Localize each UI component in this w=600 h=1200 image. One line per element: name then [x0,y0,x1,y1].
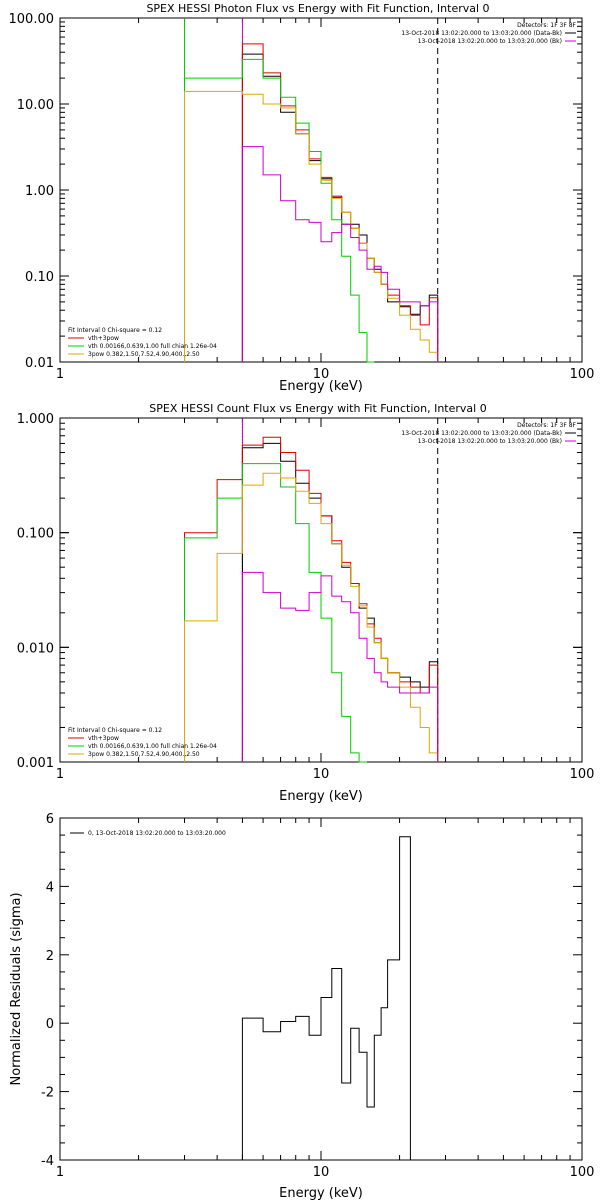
legend-left-entry: Fit Interval 0 Chi-square = 0.12 [68,327,162,334]
x-tick-label: 100 [570,1165,595,1180]
y-tick-label: 0.10 [25,270,54,285]
y-tick-label: -4 [41,1154,54,1169]
legend-left-entry: vth+3pow [88,735,119,742]
count-flux-title: SPEX HESSI Count Flux vs Energy with Fit… [149,402,486,415]
y-tick-label: 1.000 [17,412,54,427]
legend-right-entry: Detectors: 1F 3F 8F [517,22,576,29]
legend-left-entry: vth+3pow [88,335,119,342]
x-tick-label: 100 [570,767,595,782]
photon-flux-title: SPEX HESSI Photon Flux vs Energy with Fi… [146,2,489,15]
series-bk [241,146,439,362]
legend-entry: 0, 13-Oct-2018 13:02:20.000 to 13:03:20.… [88,830,226,837]
count-flux-panel: SPEX HESSI Count Flux vs Energy with Fit… [17,402,595,804]
series-bk [241,571,439,762]
legend-left-entry: Fit Interval 0 Chi-square = 0.12 [68,727,162,734]
residuals-panel: Energy (keV) Normalized Residuals (sigma… [9,812,594,1200]
y-tick-label: 10.00 [17,98,54,113]
y-tick-label: 100.00 [9,12,55,27]
y-tick-label: 1.00 [25,184,54,199]
series-3pow [184,472,439,762]
legend-right-entry: 13-Oct-2018 13:02:20.000 to 13:03:20.000… [401,30,562,37]
legend-left-entry: 3pow 0.382,1.50,7.52,4.90,400.,2.50 [88,351,200,358]
photon-flux-panel: SPEX HESSI Photon Flux vs Energy with Fi… [9,2,595,394]
legend-left-entry: 3pow 0.382,1.50,7.52,4.90,400.,2.50 [88,751,200,758]
y-tick-label: 0.100 [17,527,54,542]
count-flux-xlabel: Energy (keV) [279,789,363,804]
y-tick-label: 0.01 [25,356,54,371]
x-tick-label: 10 [313,367,330,382]
x-tick-label: 1 [56,767,64,782]
legend-right-entry: 13-Oct-2018 13:02:20.000 to 13:03:20.000… [418,438,562,445]
legend-right-entry: 13-Oct-2018 13:02:20.000 to 13:03:20.000… [418,38,562,45]
x-tick-label: 100 [570,367,595,382]
series-vth [184,463,367,763]
series-3pow [184,90,439,362]
y-tick-label: 0.010 [17,641,54,656]
y-tick-label: 6 [46,812,54,827]
x-tick-label: 1 [56,367,64,382]
x-tick-label: 1 [56,1165,64,1180]
x-tick-label: 10 [313,767,330,782]
legend-right-entry: Detectors: 1F 3F 8F [517,422,576,429]
legend-left-entry: vth 0.00166,0.639,1.00 full chian 1.26e-… [88,343,217,350]
residuals-ylabel: Normalized Residuals (sigma) [9,892,24,1085]
y-tick-label: 0 [46,1017,54,1032]
y-tick-label: 0.001 [17,756,54,771]
y-tick-label: -2 [41,1086,54,1101]
legend-right-entry: 13-Oct-2018 13:02:20.000 to 13:03:20.000… [401,430,562,437]
y-tick-label: 4 [46,880,54,895]
legend-left-entry: vth 0.00166,0.639,1.00 full chian 1.26e-… [88,743,217,750]
residuals-xlabel: Energy (keV) [279,1186,363,1200]
y-tick-label: 2 [46,949,54,964]
x-tick-label: 10 [313,1165,330,1180]
photon-flux-xlabel: Energy (keV) [279,379,363,394]
series-vth [184,58,375,363]
series-0-13-oct-2018-13-02-20-000-to-13-03-20-000 [241,836,411,1160]
